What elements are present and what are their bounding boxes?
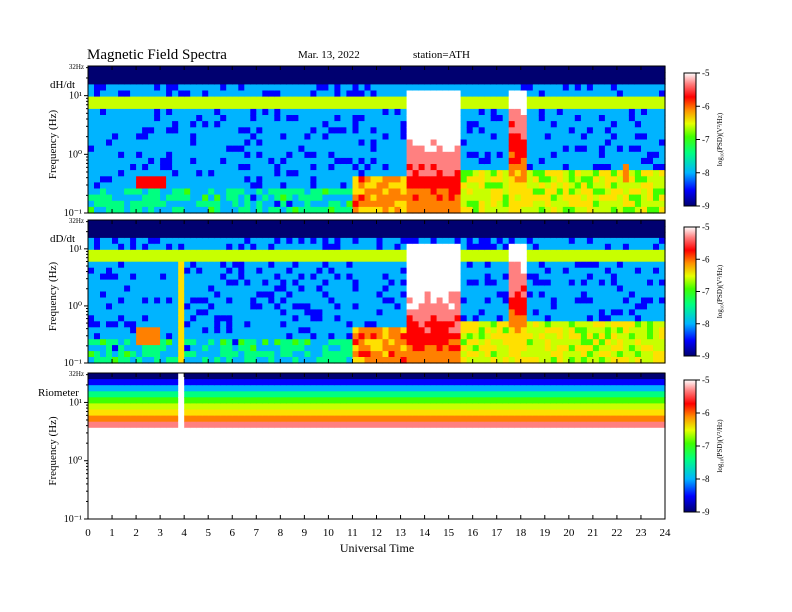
colorbar-tick-label: -8 [702,474,710,484]
x-tick-label: 10 [323,527,335,539]
y-tick-label: 10⁰ [68,456,82,467]
colorbar-tick-label: -9 [702,351,710,361]
y-axis-label: Frequency (Hz) [47,110,59,180]
x-tick-label: 15 [443,527,455,539]
x-axis: 0 1 2 3 4 5 6 7 8 9 10 11 12 13 14 15 16 17 18 19 20 21 22 23 24 [85,527,671,539]
x-tick-label: 22 [611,527,622,539]
colorbar-tick-label: -8 [702,168,710,178]
colorbar-tick-label: -7 [702,287,710,297]
y-tick-label: 10⁰ [68,149,82,160]
colorbar-tick-label: -8 [702,319,710,329]
x-tick-label: 11 [347,527,358,539]
x-tick-label: 17 [491,527,503,539]
x-tick-label: 9 [302,527,308,539]
x-tick-label: 3 [157,527,163,539]
x-tick-label: 18 [515,527,527,539]
x-tick-label: 5 [205,527,211,539]
x-tick-label: 8 [278,527,284,539]
y-tick-label: 10⁰ [68,301,82,312]
panel-riometer: Riometer 32Hz 10⁻¹ 10⁰ 10¹ Frequency (Hz) -9 -8… [38,370,724,525]
colorbar [683,379,697,513]
colorbar [683,226,697,357]
heatmap-cells [88,220,666,364]
top-tick-label: 32Hz [69,217,84,225]
colorbar-tick-label: -9 [702,201,710,211]
y-tick-label: 10⁻¹ [64,514,82,525]
x-axis-label: Universal Time [340,541,414,555]
colorbar-tick-label: -5 [702,68,710,78]
x-tick-label: 0 [85,527,91,539]
panel-label: dH/dt [50,79,75,91]
heatmap-cells [88,373,666,520]
top-tick-label: 32Hz [69,370,84,378]
y-tick-label: 10¹ [69,244,82,255]
y-tick-label: 10¹ [69,91,82,102]
panel-dhdt: dH/dt 32Hz 10⁻¹ 10⁰ 10¹ Frequency (Hz) -9 -8 -7 -… [47,63,724,219]
colorbar-tick-label: -5 [702,375,710,385]
chart-date: Mar. 13, 2022 [298,49,360,61]
colorbar-tick-label: -7 [702,135,710,145]
y-axis-label: Frequency (Hz) [47,416,59,486]
colorbar-tick-label: -6 [702,101,710,111]
top-tick-label: 32Hz [69,63,84,71]
x-tick-label: 13 [395,527,407,539]
colorbar [683,72,697,207]
colorbar-tick-label: -5 [702,222,710,232]
y-tick-label: 10¹ [69,397,82,408]
colorbar-tick-label: -7 [702,441,710,451]
heatmap-cells [88,66,666,214]
colorbar-label: log₁₀(PSD)(V²/Hz) [716,264,724,318]
x-tick-label: 14 [419,527,431,539]
station-label: station=ATH [413,49,470,61]
x-tick-label: 12 [371,527,382,539]
colorbar-label: log₁₀(PSD)(V²/Hz) [716,419,724,473]
colorbar-tick-label: -9 [702,507,710,517]
y-axis-label: Frequency (Hz) [47,262,59,332]
x-tick-label: 6 [230,527,236,539]
panel-dddt: dD/dt 32Hz 10⁻¹ 10⁰ 10¹ Frequency (Hz) -9 -8 -7 -… [47,217,724,369]
panel-label: Riometer [38,387,79,399]
colorbar-label: log₁₀(PSD)(V²/Hz) [716,112,724,166]
colorbar-tick-label: -6 [702,254,710,264]
x-tick-label: 4 [181,527,187,539]
x-tick-label: 1 [109,527,115,539]
x-tick-label: 21 [587,527,598,539]
x-tick-label: 23 [635,527,647,539]
chart-title: Magnetic Field Spectra [87,47,227,63]
y-tick-label: 10⁻¹ [64,208,82,219]
x-tick-label: 7 [254,527,260,539]
x-tick-label: 24 [660,527,672,539]
colorbar-tick-label: -6 [702,408,710,418]
y-tick-label: 10⁻¹ [64,358,82,369]
x-tick-label: 16 [467,527,479,539]
panel-label: dD/dt [50,233,75,245]
x-tick-label: 2 [133,527,139,539]
x-tick-label: 19 [539,527,551,539]
x-tick-label: 20 [563,527,575,539]
